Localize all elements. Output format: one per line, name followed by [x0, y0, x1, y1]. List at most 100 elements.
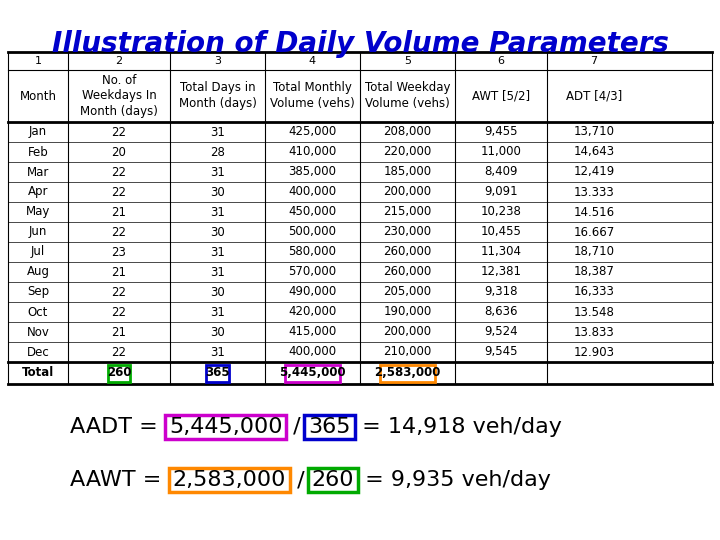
- Text: 22: 22: [112, 346, 127, 359]
- Text: 450,000: 450,000: [289, 206, 336, 219]
- Text: = 9,935 veh/day: = 9,935 veh/day: [358, 470, 551, 490]
- Bar: [304, 415, 355, 439]
- Text: 30: 30: [210, 326, 225, 339]
- Text: Sep: Sep: [27, 286, 49, 299]
- Text: Mar: Mar: [27, 165, 49, 179]
- Text: 13.833: 13.833: [574, 326, 614, 339]
- Text: 4: 4: [309, 56, 316, 66]
- Text: 365: 365: [205, 367, 230, 380]
- Text: 208,000: 208,000: [384, 125, 431, 138]
- Text: 22: 22: [112, 165, 127, 179]
- Text: 385,000: 385,000: [289, 165, 336, 179]
- Text: 22: 22: [112, 186, 127, 199]
- Text: 580,000: 580,000: [289, 246, 336, 259]
- Text: Nov: Nov: [27, 326, 50, 339]
- Bar: [307, 468, 358, 492]
- Text: 205,000: 205,000: [384, 286, 431, 299]
- Text: 14.516: 14.516: [574, 206, 615, 219]
- Bar: [379, 364, 436, 381]
- Text: 260,000: 260,000: [383, 266, 432, 279]
- Text: 31: 31: [210, 346, 225, 359]
- Text: 14,643: 14,643: [574, 145, 615, 159]
- Text: 185,000: 185,000: [384, 165, 431, 179]
- Text: 500,000: 500,000: [289, 226, 336, 239]
- Text: 9,455: 9,455: [484, 125, 518, 138]
- Text: ADT [4/3]: ADT [4/3]: [566, 90, 622, 103]
- Text: Jul: Jul: [31, 246, 45, 259]
- Text: 16,333: 16,333: [574, 286, 614, 299]
- Text: 210,000: 210,000: [383, 346, 432, 359]
- Text: 425,000: 425,000: [288, 125, 337, 138]
- Bar: [206, 364, 229, 381]
- Text: 260: 260: [107, 367, 131, 380]
- Text: 8,636: 8,636: [484, 306, 518, 319]
- Text: 9,545: 9,545: [484, 346, 518, 359]
- Bar: [165, 415, 287, 439]
- Text: 410,000: 410,000: [288, 145, 337, 159]
- Text: Feb: Feb: [27, 145, 48, 159]
- Text: 11,304: 11,304: [480, 246, 521, 259]
- Text: 570,000: 570,000: [289, 266, 336, 279]
- Text: 12,381: 12,381: [480, 266, 521, 279]
- Text: 31: 31: [210, 125, 225, 138]
- Text: 30: 30: [210, 226, 225, 239]
- Text: 415,000: 415,000: [288, 326, 337, 339]
- Text: 22: 22: [112, 125, 127, 138]
- Text: 490,000: 490,000: [288, 286, 337, 299]
- Text: /: /: [290, 470, 312, 490]
- Text: 31: 31: [210, 306, 225, 319]
- Text: 2: 2: [115, 56, 122, 66]
- Text: Aug: Aug: [27, 266, 50, 279]
- Text: 3: 3: [214, 56, 221, 66]
- Text: 13.548: 13.548: [574, 306, 614, 319]
- Text: 16.667: 16.667: [573, 226, 615, 239]
- Text: 200,000: 200,000: [384, 326, 431, 339]
- Text: 10,455: 10,455: [480, 226, 521, 239]
- Text: = 14,918 veh/day: = 14,918 veh/day: [355, 417, 562, 437]
- Text: Month: Month: [19, 90, 56, 103]
- Text: Dec: Dec: [27, 346, 49, 359]
- Text: 420,000: 420,000: [288, 306, 337, 319]
- Text: 21: 21: [112, 266, 127, 279]
- Text: No. of
Weekdays In
Month (days): No. of Weekdays In Month (days): [80, 73, 158, 118]
- Text: 28: 28: [210, 145, 225, 159]
- Text: 260,000: 260,000: [383, 246, 432, 259]
- Text: 365: 365: [308, 417, 351, 437]
- Text: 6: 6: [498, 56, 504, 66]
- Text: 2,583,000: 2,583,000: [374, 367, 441, 380]
- Text: 22: 22: [112, 226, 127, 239]
- Text: 8,409: 8,409: [484, 165, 518, 179]
- Text: Jun: Jun: [29, 226, 47, 239]
- Text: May: May: [26, 206, 50, 219]
- Bar: [284, 364, 341, 381]
- Text: Total Days in
Month (days): Total Days in Month (days): [179, 82, 256, 111]
- Text: 9,524: 9,524: [484, 326, 518, 339]
- Text: 21: 21: [112, 206, 127, 219]
- Text: /: /: [287, 417, 308, 437]
- Text: 7: 7: [590, 56, 598, 66]
- Text: 30: 30: [210, 186, 225, 199]
- Text: 5,445,000: 5,445,000: [279, 367, 346, 380]
- Text: 31: 31: [210, 206, 225, 219]
- Text: Oct: Oct: [28, 306, 48, 319]
- Text: 31: 31: [210, 266, 225, 279]
- Text: 31: 31: [210, 165, 225, 179]
- Text: 12,419: 12,419: [573, 165, 615, 179]
- Text: 1: 1: [35, 56, 42, 66]
- Text: Total Weekday
Volume (vehs): Total Weekday Volume (vehs): [365, 82, 450, 111]
- Text: 11,000: 11,000: [480, 145, 521, 159]
- Text: 5: 5: [404, 56, 411, 66]
- Text: 18,710: 18,710: [574, 246, 615, 259]
- Text: 31: 31: [210, 246, 225, 259]
- Text: Total Monthly
Volume (vehs): Total Monthly Volume (vehs): [270, 82, 355, 111]
- Text: AAWT =: AAWT =: [70, 470, 168, 490]
- Text: AADT =: AADT =: [70, 417, 165, 437]
- Text: 260: 260: [312, 470, 354, 490]
- Text: 230,000: 230,000: [384, 226, 431, 239]
- Text: AWT [5/2]: AWT [5/2]: [472, 90, 530, 103]
- Text: 400,000: 400,000: [289, 346, 336, 359]
- Text: 20: 20: [112, 145, 126, 159]
- Text: 215,000: 215,000: [383, 206, 432, 219]
- Text: Jan: Jan: [29, 125, 47, 138]
- Text: Apr: Apr: [27, 186, 48, 199]
